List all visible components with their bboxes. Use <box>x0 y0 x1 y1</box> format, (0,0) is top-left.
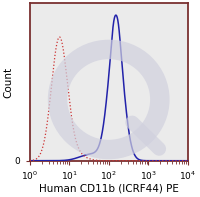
Y-axis label: Count: Count <box>3 67 13 98</box>
X-axis label: Human CD11b (ICRF44) PE: Human CD11b (ICRF44) PE <box>39 184 179 193</box>
